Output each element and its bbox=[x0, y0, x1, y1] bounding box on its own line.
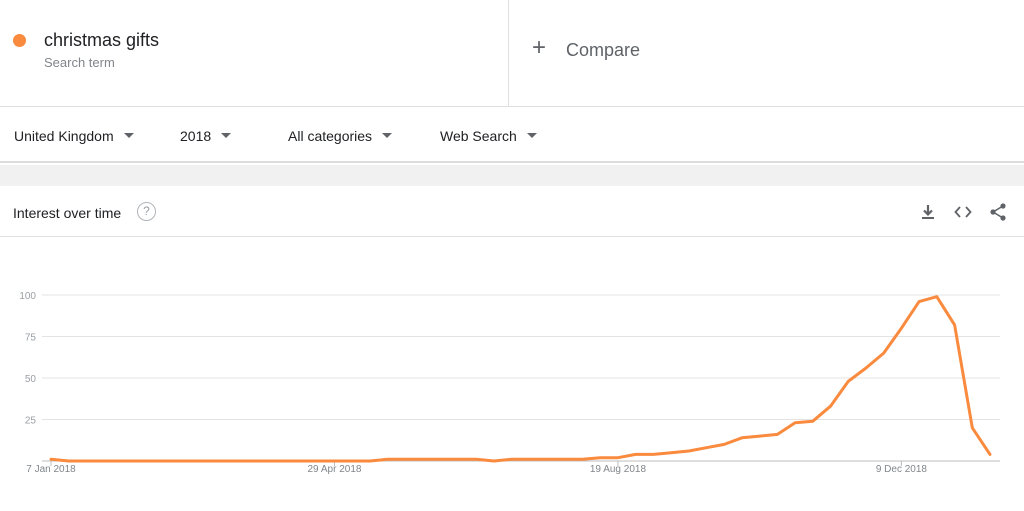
data-point bbox=[439, 457, 443, 461]
data-point bbox=[262, 459, 266, 463]
data-point bbox=[102, 459, 106, 463]
search-term-name[interactable]: christmas gifts bbox=[44, 30, 160, 50]
data-point bbox=[191, 459, 195, 463]
region-dropdown[interactable]: United Kingdom bbox=[14, 128, 134, 144]
data-point bbox=[598, 456, 602, 460]
data-point bbox=[155, 459, 159, 463]
search-term-bar: christmas gifts Search term + Compare bbox=[0, 0, 1024, 107]
data-point bbox=[740, 436, 744, 440]
data-point bbox=[758, 434, 762, 438]
data-point bbox=[651, 452, 655, 456]
data-point bbox=[953, 323, 957, 327]
section-divider bbox=[0, 165, 1024, 186]
data-point bbox=[917, 300, 921, 304]
data-point bbox=[120, 459, 124, 463]
data-point bbox=[811, 419, 815, 423]
data-point bbox=[332, 459, 336, 463]
data-point bbox=[244, 459, 248, 463]
data-point bbox=[722, 442, 726, 446]
region-label: United Kingdom bbox=[14, 128, 114, 144]
data-point bbox=[935, 295, 939, 299]
dropdown-arrow-icon bbox=[123, 132, 134, 138]
period-label: 2018 bbox=[180, 128, 212, 144]
data-point bbox=[138, 459, 142, 463]
data-point bbox=[616, 456, 620, 460]
x-tick-label: 19 Aug 2018 bbox=[590, 464, 647, 475]
y-tick-label: 100 bbox=[19, 291, 36, 302]
data-point bbox=[510, 457, 514, 461]
data-point bbox=[350, 459, 354, 463]
period-dropdown[interactable]: 2018 bbox=[180, 128, 232, 144]
data-point bbox=[687, 449, 691, 453]
data-point bbox=[386, 457, 390, 461]
data-point bbox=[882, 351, 886, 355]
data-point bbox=[669, 451, 673, 455]
data-point bbox=[67, 459, 71, 463]
data-point bbox=[899, 326, 903, 330]
share-icon[interactable] bbox=[988, 202, 1008, 222]
data-point bbox=[173, 459, 177, 463]
data-point bbox=[279, 459, 283, 463]
data-point bbox=[775, 432, 779, 436]
compare-label: Compare bbox=[566, 40, 641, 60]
data-point bbox=[315, 459, 319, 463]
category-label: All categories bbox=[288, 128, 373, 144]
y-tick-label: 50 bbox=[25, 374, 37, 385]
x-tick-label: 7 Jan 2018 bbox=[26, 464, 76, 475]
data-point bbox=[705, 446, 709, 450]
data-point bbox=[368, 459, 372, 463]
search-term-subtitle: Search term bbox=[44, 55, 115, 70]
data-point bbox=[297, 459, 301, 463]
search-type-dropdown[interactable]: Web Search bbox=[440, 128, 537, 144]
plus-icon: + bbox=[532, 34, 547, 61]
embed-code-icon[interactable] bbox=[953, 202, 973, 222]
data-point bbox=[829, 404, 833, 408]
data-point bbox=[208, 459, 212, 463]
data-point bbox=[970, 426, 974, 430]
dropdown-arrow-icon bbox=[526, 132, 537, 138]
term-color-dot bbox=[13, 34, 26, 47]
download-icon[interactable] bbox=[918, 202, 938, 222]
filter-bar: United Kingdom 2018 All categories Web S… bbox=[0, 107, 1024, 163]
trend-chart-svg: 100 75 50 25 7 Jan 2018 29 Apr 2018 19 Aug 201… bbox=[19, 291, 1000, 475]
dropdown-arrow-icon bbox=[221, 132, 232, 138]
y-tick-label: 75 bbox=[25, 333, 37, 344]
data-point bbox=[474, 457, 478, 461]
data-point bbox=[988, 452, 992, 456]
search-term-card[interactable]: christmas gifts Search term bbox=[0, 0, 509, 106]
series-line-christmas-gifts bbox=[49, 295, 992, 463]
category-dropdown[interactable]: All categories bbox=[288, 128, 393, 144]
help-icon[interactable]: ? bbox=[137, 202, 156, 221]
data-point bbox=[84, 459, 88, 463]
data-point bbox=[563, 457, 567, 461]
data-point bbox=[793, 421, 797, 425]
x-tick-label: 9 Dec 2018 bbox=[876, 464, 928, 475]
data-point bbox=[456, 457, 460, 461]
x-tick-label: 29 Apr 2018 bbox=[308, 464, 362, 475]
data-point bbox=[846, 379, 850, 383]
data-point bbox=[527, 457, 531, 461]
interest-over-time-header: Interest over time ? bbox=[0, 186, 1024, 237]
data-point bbox=[634, 452, 638, 456]
card-title: Interest over time bbox=[13, 205, 122, 221]
data-point bbox=[226, 459, 230, 463]
y-tick-label: 25 bbox=[25, 416, 37, 427]
data-point bbox=[421, 457, 425, 461]
interest-over-time-chart[interactable]: 100 75 50 25 7 Jan 2018 29 Apr 2018 19 Aug 201… bbox=[0, 237, 1024, 511]
data-point bbox=[545, 457, 549, 461]
data-point bbox=[49, 457, 53, 461]
data-point bbox=[403, 457, 407, 461]
data-point bbox=[492, 459, 496, 463]
data-point bbox=[864, 366, 868, 370]
compare-button[interactable]: + Compare bbox=[510, 0, 1024, 106]
dropdown-arrow-icon bbox=[382, 132, 393, 138]
data-point bbox=[581, 457, 585, 461]
search-type-label: Web Search bbox=[440, 128, 517, 144]
